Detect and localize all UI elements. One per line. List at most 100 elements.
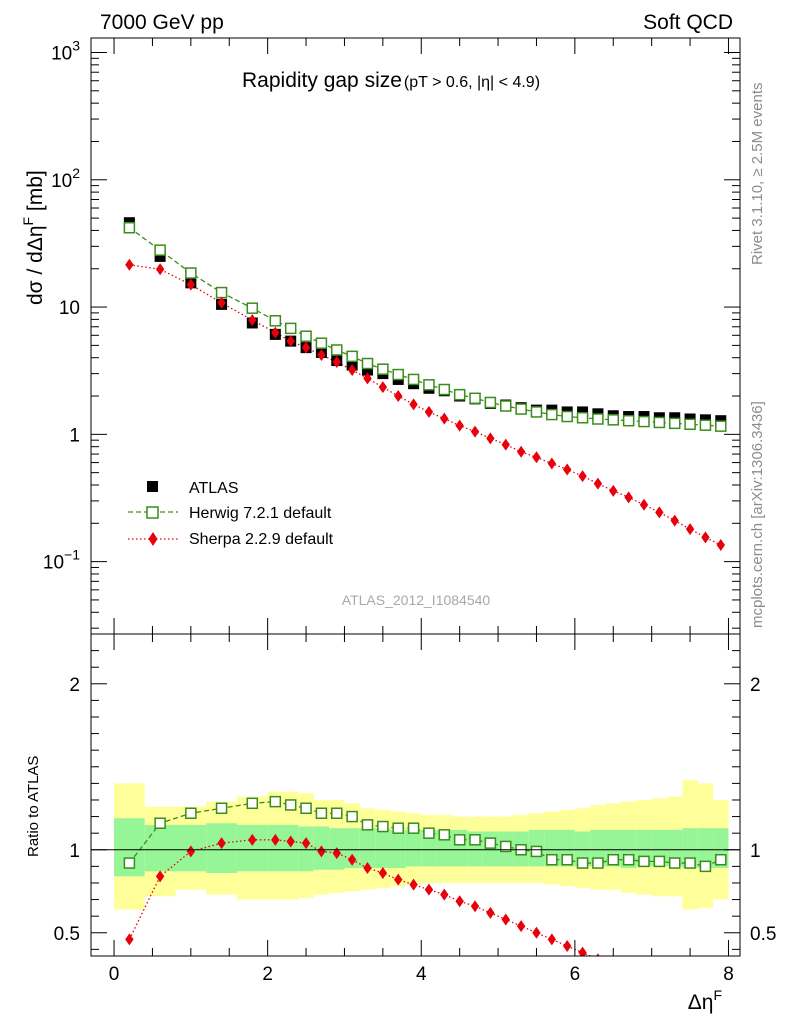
sherpa-ratio-point [470,900,480,913]
inner-band-bin [359,828,376,869]
herwig-main-point [300,330,312,342]
sherpa-main-point [409,398,418,411]
sherpa-ratio-point [455,895,464,908]
sherpa-ratio-point [562,940,572,953]
sherpa-main-point [317,349,326,362]
analysis-watermark: ATLAS_2012_I1084540 [342,592,491,608]
herwig-main-point [185,267,197,279]
sherpa-main-point [701,531,710,544]
sherpa-main-point [347,364,357,377]
sherpa-ratio-point [440,888,449,901]
ratio-y-tick-label-right: 2 [750,675,761,696]
sherpa-ratio-point [501,913,510,926]
herwig-main-point [546,408,558,421]
herwig-main-point [561,410,573,423]
main-y-tick-label: 1 [69,425,80,446]
legend-herwig-marker [146,506,159,519]
inner-band-bin [375,828,391,869]
herwig-ratio-point [668,857,681,869]
x-axis-title: ΔηF [688,987,722,1014]
herwig-ratio-point [607,853,620,866]
main-data-marks [123,217,727,552]
main-y-tick-label: 10−1 [43,547,80,574]
ratio-frame [90,633,741,957]
herwig-ratio-point [331,807,343,820]
herwig-main-point [668,417,681,430]
herwig-ratio-point [653,855,666,868]
sherpa-ratio-point [125,933,134,946]
legend-atlas-marker [147,481,158,492]
main-y-axis-title: dσ / dΔηF [mb] [20,170,47,305]
herwig-main-point [484,396,497,409]
herwig-ratio-point [215,802,228,815]
inner-band-bin [390,829,406,869]
sherpa-main-point [363,372,372,385]
herwig-main-line [129,227,721,427]
herwig-ratio-point [684,857,696,869]
ratio-y-tick-label-right: 0.5 [750,924,776,945]
sherpa-main-point [286,335,295,348]
sherpa-ratio-point [640,970,648,982]
herwig-ratio-point [699,860,712,873]
main-y-tick-label: 102 [51,165,80,192]
herwig-ratio-point [484,837,497,849]
legend-atlas-label: ATLAS [189,480,239,497]
herwig-main-point [638,415,650,428]
sherpa-main-point [639,498,649,511]
sherpa-main-point [470,425,480,438]
sherpa-ratio-point [301,837,311,850]
herwig-main-point [123,221,136,234]
herwig-ratio-point [453,834,466,846]
x-tick-label: 6 [570,964,581,985]
legend-herwig-label: Herwig 7.2.1 default [189,505,332,522]
sherpa-main-point [578,470,587,483]
x-tick-label: 4 [416,964,427,985]
x-tick-label: 0 [109,964,120,985]
herwig-main-point [699,419,712,431]
inner-band-bin [283,824,299,872]
ratio-data-marks [123,795,727,987]
sherpa-main-point [217,296,226,309]
sherpa-ratio-point [271,833,280,846]
ratio-y-axis-title: Ratio to ATLAS [25,756,42,857]
herwig-ratio-point [269,795,282,808]
inner-band-bin [144,824,176,872]
herwig-ratio-point [407,822,420,834]
sherpa-ratio-point [532,926,541,939]
inner-band-bin [697,828,714,869]
inner-band-bin [482,831,499,867]
main-y-tick-label: 10 [59,298,80,319]
sherpa-ratio-point [394,873,403,886]
herwig-ratio-point [576,857,589,869]
herwig-main-point [377,363,389,375]
herwig-main-point [499,400,512,412]
inner-band-bin [667,829,683,867]
inner-band-bin [590,829,606,867]
herwig-main-point [453,388,466,401]
sherpa-ratio-point [363,862,372,875]
herwig-main-point [215,286,228,299]
sherpa-ratio-point [547,933,557,946]
sherpa-main-point [624,491,633,504]
x-tick-label: 8 [723,964,734,985]
herwig-ratio-point [392,822,404,834]
inner-band-bin [344,828,360,869]
legend-sherpa-label: Sherpa 2.2.9 default [189,531,334,548]
herwig-main-point [438,383,451,396]
plot-title-main: Rapidity gap size [242,69,402,92]
axes: 10−1 1 10 102 103 0.5 0.5 1 1 2 2 0 2 4 6 8 [43,37,776,985]
herwig-main-point [653,416,666,429]
herwig-main-point [592,413,604,425]
rivet-label: Rivet 3.1.10, ≥ 2.5M events [749,83,766,266]
herwig-ratio-point [469,834,481,846]
herwig-ratio-point [123,857,136,869]
atlas-main-point [361,364,373,376]
herwig-main-point [346,350,358,363]
sherpa-ratio-point [486,906,495,919]
sherpa-ratio-point [655,975,663,987]
inner-band-bin [421,829,437,867]
herwig-main-point [469,392,481,405]
herwig-ratio-point [546,853,558,866]
herwig-ratio-point [300,802,312,815]
